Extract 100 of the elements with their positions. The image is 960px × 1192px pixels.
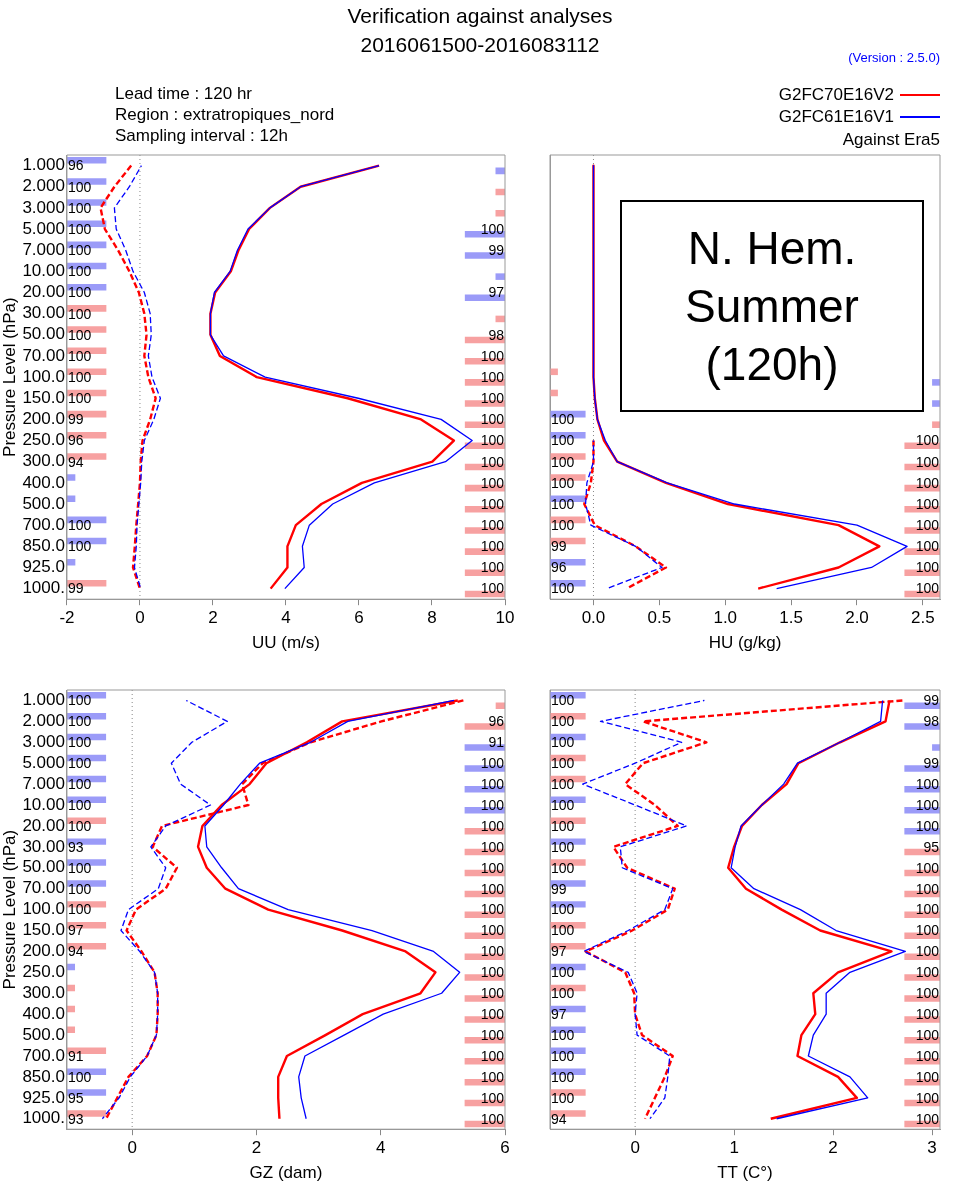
x-tick-label: 6 [354, 608, 364, 628]
annotation: 100 [67, 901, 92, 918]
annotation: 91 [67, 1047, 84, 1064]
text: Lead time : 120 hr [115, 84, 253, 104]
y-tick-label: 700.0 [22, 514, 65, 534]
x-tick-label: 0.5 [647, 608, 672, 628]
annotation: 97 [551, 943, 567, 960]
annotation: 100 [915, 1047, 940, 1064]
y-tick-label: 500.0 [22, 493, 65, 513]
annotation: 96 [67, 157, 84, 174]
annotation: 100 [480, 411, 505, 428]
annotation: 100 [915, 859, 940, 876]
annotation: 99 [488, 242, 505, 259]
y-tick-label: 1.000 [22, 690, 65, 710]
x-axis-title: UU (m/s) [251, 633, 320, 653]
annotation: 96 [488, 713, 505, 730]
annotation: 100 [915, 432, 940, 449]
annotation: 95 [67, 1089, 84, 1106]
annotation: 95 [923, 838, 940, 855]
annotation: 97 [67, 922, 84, 939]
bar [495, 702, 505, 709]
y-tick-label: 925.0 [22, 557, 65, 577]
y-axis-title: Pressure Level (hPa) [0, 829, 19, 990]
annotation: 100 [551, 755, 575, 772]
y-tick-label: 700.0 [22, 1045, 65, 1065]
annotation: 100 [67, 199, 92, 216]
annotation: 100 [67, 284, 92, 301]
bar [932, 400, 940, 407]
x-tick-label: 2 [251, 1138, 262, 1158]
y-tick-label: 150.0 [22, 920, 65, 940]
annotation: 100 [551, 922, 575, 939]
text: (Version : 2.5.0) [848, 50, 940, 65]
annotation: 100 [551, 517, 575, 534]
annotation: 100 [67, 390, 92, 407]
x-tick-label: 4 [281, 608, 291, 628]
annotation: 100 [67, 755, 92, 772]
y-tick-label: 2.000 [22, 176, 65, 196]
annotation: 100 [915, 901, 940, 918]
annotation: 100 [480, 495, 505, 512]
annotation: 100 [551, 734, 575, 751]
annotation: 96 [551, 559, 567, 576]
annotation: 100 [67, 347, 92, 364]
annotation: 100 [67, 775, 92, 792]
annotation: 100 [67, 713, 92, 730]
annotation: 100 [480, 1089, 505, 1106]
legend-label: G2FC70E16V2 [778, 85, 894, 105]
text: Against Era5 [842, 130, 940, 150]
y-tick-label: 30.00 [22, 836, 65, 856]
y-tick-label: 500.0 [22, 1024, 65, 1044]
y-tick-label: 100.0 [22, 899, 65, 919]
annotation: 100 [915, 474, 940, 491]
annotation: 100 [915, 1068, 940, 1085]
text: Sampling interval : 12h [115, 126, 288, 146]
annotation: 100 [480, 580, 505, 597]
annotation: 99 [67, 411, 84, 428]
annotation: 100 [551, 796, 575, 813]
annotation: 100 [915, 817, 940, 834]
annotation: 100 [915, 453, 940, 470]
y-tick-label: 400.0 [22, 472, 65, 492]
annotation: 100 [551, 964, 575, 981]
annotation: 100 [67, 538, 92, 555]
annotation: 100 [67, 734, 92, 751]
annotation: 100 [915, 775, 940, 792]
x-tick-label: 4 [375, 1138, 386, 1158]
annotation: 100 [551, 495, 575, 512]
y-tick-label: 850.0 [22, 536, 65, 556]
annotation: 100 [480, 922, 505, 939]
y-tick-label: 70.00 [22, 345, 65, 365]
annotation: 94 [67, 943, 84, 960]
annotation: 100 [480, 775, 505, 792]
annotation: 100 [480, 838, 505, 855]
x-tick-label: 6 [500, 1138, 510, 1158]
y-tick-label: 400.0 [22, 1003, 65, 1023]
annotation: 100 [915, 922, 940, 939]
x-axis-title: HU (g/kg) [708, 633, 782, 653]
y-tick-label: 3.000 [22, 731, 65, 751]
text: Region : extratropiques_nord [115, 105, 335, 125]
annotation: 100 [480, 964, 505, 981]
annotation: 100 [551, 453, 575, 470]
annotation: 100 [480, 368, 505, 385]
annotation: 100 [551, 692, 575, 709]
annotation: N. Hem. Summer (120h) [620, 200, 924, 412]
annotation: 100 [480, 755, 505, 772]
x-tick-label: 8 [427, 608, 437, 628]
y-axis-title: Pressure Level (hPa) [0, 297, 19, 457]
annotation: 91 [488, 734, 505, 751]
y-tick-label: 850.0 [22, 1066, 65, 1086]
annotation: 100 [480, 390, 505, 407]
annotation: 93 [67, 1110, 84, 1127]
annotation: 100 [551, 985, 575, 1002]
annotation: 99 [67, 580, 84, 597]
x-tick-label: 2.5 [911, 608, 935, 628]
annotation: 100 [915, 985, 940, 1002]
annotation: 100 [67, 859, 92, 876]
annotation: 100 [480, 453, 505, 470]
y-tick-label: 150.0 [22, 387, 65, 407]
annotation: 100 [915, 580, 940, 597]
x-tick-label: 2 [208, 608, 218, 628]
annotation: 100 [480, 943, 505, 960]
annotation: 100 [915, 1110, 940, 1127]
